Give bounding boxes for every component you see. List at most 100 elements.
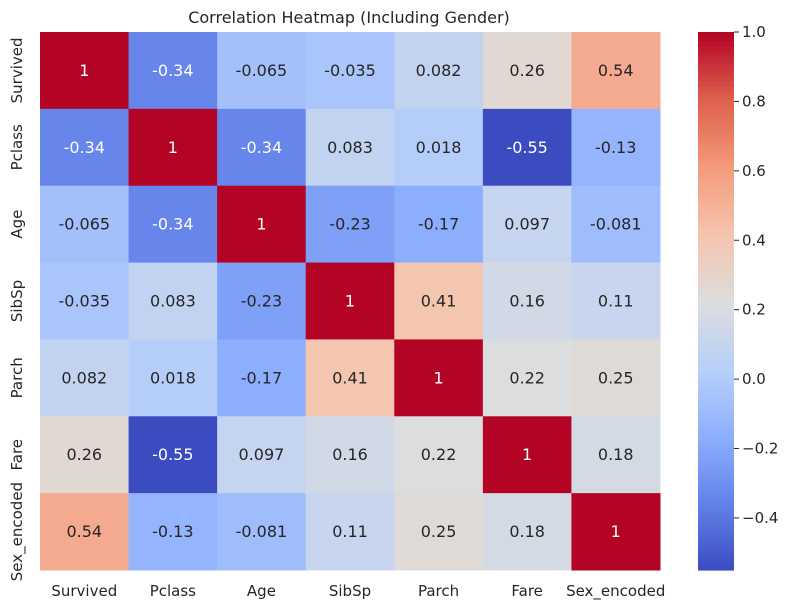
colorbar-segment bbox=[698, 67, 734, 73]
heatmap-cell bbox=[40, 493, 130, 571]
cell-value-label: -0.34 bbox=[241, 138, 282, 157]
y-tick-label: Pclass bbox=[8, 124, 26, 170]
colorbar-segment bbox=[698, 251, 734, 257]
colorbar-segment bbox=[698, 448, 734, 455]
cell-value-label: -0.035 bbox=[58, 292, 110, 311]
cell-value-label: -0.13 bbox=[152, 522, 193, 541]
colorbar-segment bbox=[698, 278, 734, 284]
cell-value-label: -0.34 bbox=[152, 215, 193, 234]
x-tick-label: Parch bbox=[418, 582, 459, 600]
colorbar-segment bbox=[698, 404, 734, 410]
cell-value-label: 1 bbox=[256, 215, 266, 234]
colorbar-segment bbox=[698, 480, 734, 486]
colorbar-tick-label: −0.2 bbox=[742, 440, 778, 458]
colorbar-segment bbox=[698, 363, 734, 369]
colorbar-segment bbox=[698, 359, 734, 365]
cell-value-label: 0.26 bbox=[509, 61, 545, 80]
colorbar-segment bbox=[698, 413, 734, 419]
y-tick-label: Survived bbox=[8, 37, 26, 103]
cell-value-label: 0.018 bbox=[416, 138, 462, 157]
colorbar-segment bbox=[698, 475, 734, 481]
heatmap-cell bbox=[482, 108, 572, 187]
colorbar-segment bbox=[698, 72, 734, 78]
heatmap-cell bbox=[217, 493, 307, 571]
colorbar-tick-label: 0.0 bbox=[742, 370, 766, 388]
colorbar-segment bbox=[698, 453, 734, 459]
heatmap-cell bbox=[482, 339, 572, 417]
colorbar-segment bbox=[698, 502, 734, 508]
colorbar-segment bbox=[698, 269, 734, 275]
colorbar-segment bbox=[698, 301, 734, 307]
cell-value-label: -0.065 bbox=[58, 215, 110, 234]
colorbar-segment bbox=[698, 103, 734, 109]
heatmap-cell bbox=[217, 416, 307, 494]
cell-value-label: -0.081 bbox=[236, 522, 288, 541]
cell-value-label: 0.41 bbox=[332, 368, 368, 387]
colorbar-segment bbox=[698, 439, 734, 446]
colorbar-segment bbox=[698, 498, 734, 504]
x-tick-label: Sex_encoded bbox=[566, 582, 665, 601]
colorbar-segment bbox=[698, 166, 734, 172]
colorbar-segment bbox=[698, 229, 734, 235]
heatmap-cell bbox=[394, 416, 484, 494]
colorbar-segment bbox=[698, 94, 734, 100]
colorbar-segment bbox=[698, 489, 734, 495]
colorbar-segment bbox=[698, 197, 734, 203]
y-tick-labels: Survived Pclass Age SibSp Parch Fare Sex_encod… bbox=[8, 37, 27, 581]
colorbar-segment bbox=[698, 202, 734, 208]
cell-value-label: 1 bbox=[168, 138, 178, 157]
colorbar-segment bbox=[698, 511, 734, 517]
colorbar-segment bbox=[698, 108, 734, 114]
heatmap-cell bbox=[394, 185, 484, 264]
x-tick-label: Survived bbox=[51, 582, 117, 600]
colorbar-tick-label: 0.2 bbox=[742, 301, 766, 319]
colorbar-segment bbox=[698, 345, 734, 351]
colorbar-segment bbox=[698, 162, 734, 168]
heatmap-cell bbox=[571, 185, 661, 264]
colorbar-segment bbox=[698, 435, 734, 441]
colorbar-tick-label: 0.4 bbox=[742, 231, 766, 249]
heatmap-cell bbox=[394, 493, 484, 571]
cell-value-label: -0.55 bbox=[152, 445, 193, 464]
cell-value-label: 0.097 bbox=[504, 215, 550, 234]
colorbar-segment bbox=[698, 193, 734, 199]
colorbar-segment bbox=[698, 399, 734, 405]
colorbar-segment bbox=[698, 175, 734, 181]
cell-value-label: 1 bbox=[522, 445, 532, 464]
colorbar-tick-label: 0.8 bbox=[742, 92, 766, 110]
heatmap-cell bbox=[128, 416, 218, 494]
colorbar-segment bbox=[698, 90, 734, 96]
heatmap-cell bbox=[571, 108, 661, 187]
cell-value-label: 1 bbox=[79, 61, 89, 80]
colorbar-segment bbox=[698, 179, 734, 186]
colorbar-segment bbox=[698, 40, 734, 47]
heatmap-cell bbox=[482, 416, 572, 494]
colorbar-segment bbox=[698, 534, 734, 540]
colorbar-segment bbox=[698, 153, 734, 159]
heatmap-cell bbox=[128, 493, 218, 571]
heatmap-cell bbox=[571, 339, 661, 417]
heatmap-cell bbox=[128, 108, 218, 187]
cell-value-label: 0.082 bbox=[416, 61, 462, 80]
heatmap-cell bbox=[571, 416, 661, 494]
colorbar-segment bbox=[698, 233, 734, 239]
y-tick-label: Sex_encoded bbox=[8, 482, 27, 581]
heatmap-cell bbox=[40, 108, 130, 187]
colorbar-segment bbox=[698, 538, 734, 544]
colorbar-segment bbox=[698, 206, 734, 212]
cell-value-label: 0.018 bbox=[150, 368, 196, 387]
heatmap-cell bbox=[40, 416, 130, 494]
colorbar-segment bbox=[698, 296, 734, 302]
heatmap-cell bbox=[305, 339, 395, 417]
colorbar-segment bbox=[698, 318, 734, 325]
colorbar-segment bbox=[698, 332, 734, 338]
colorbar-segment bbox=[698, 135, 734, 141]
colorbar-segment bbox=[698, 292, 734, 298]
colorbar-segment bbox=[698, 99, 734, 105]
colorbar-segment bbox=[698, 45, 734, 51]
colorbar-segment bbox=[698, 466, 734, 472]
cell-value-label: -0.081 bbox=[590, 215, 642, 234]
colorbar-segment bbox=[698, 188, 734, 194]
colorbar-segment bbox=[698, 327, 734, 333]
colorbar-segment bbox=[698, 184, 734, 190]
